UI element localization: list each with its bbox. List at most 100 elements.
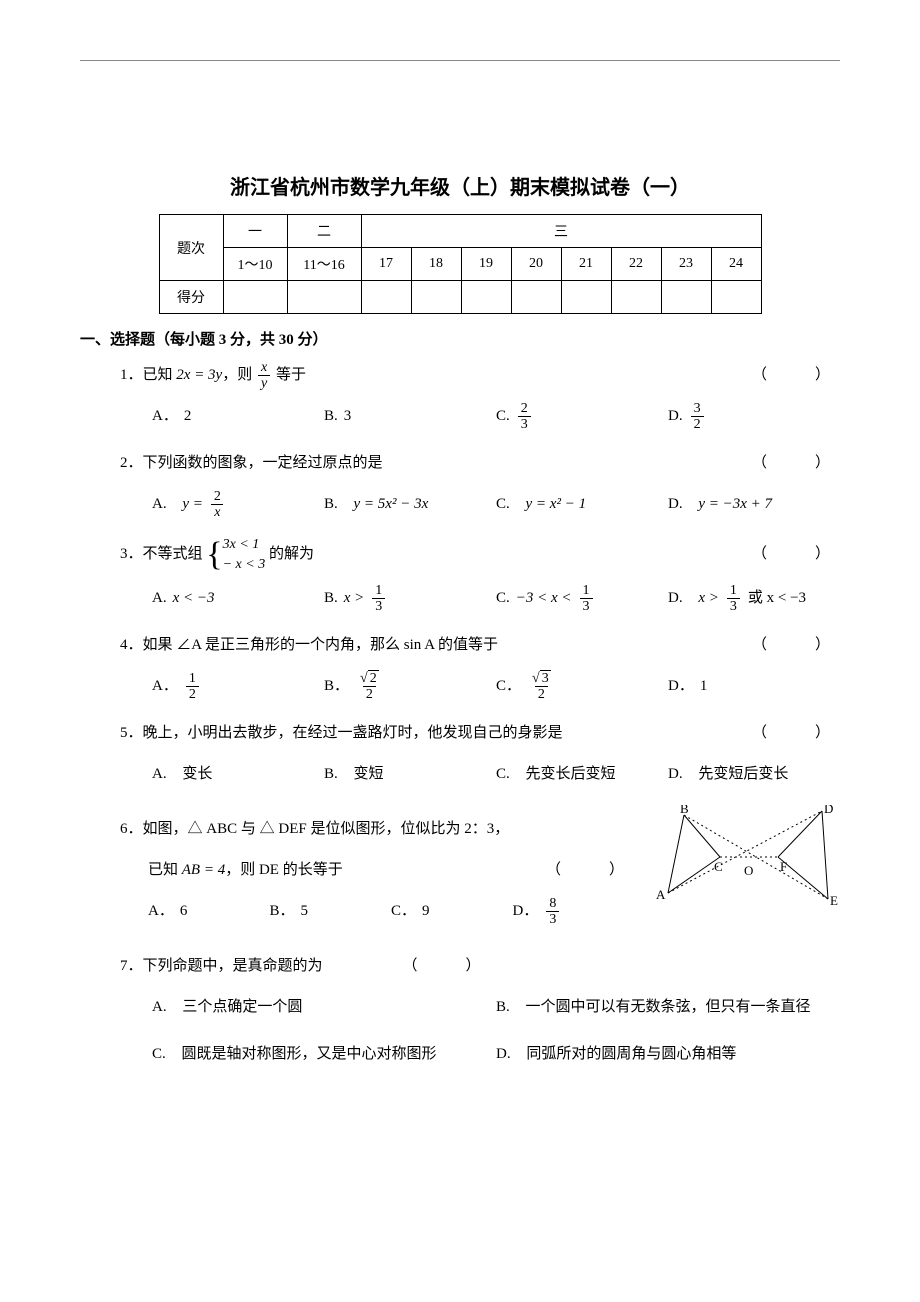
question-stem: 下列函数的图象，一定经过原点的是 (143, 447, 383, 480)
cell (361, 281, 411, 314)
question-number: 3． (120, 538, 143, 571)
exam-title: 浙江省杭州市数学九年级（上）期末模拟试卷（一） (80, 171, 840, 200)
question-stem: 已知 AB = 4，则 DE 的长等于 (148, 854, 343, 887)
cell: 22 (611, 248, 661, 281)
stem-math: 2x = 3y (176, 367, 222, 383)
question-number: 6． (120, 813, 143, 846)
cell (661, 281, 711, 314)
option-c: C.23 (496, 400, 668, 433)
svg-text:D: D (824, 805, 833, 816)
option-a: A. y =2x (152, 488, 324, 521)
svg-text:A: A (656, 887, 666, 902)
stem-text: 已知 (143, 367, 177, 383)
brace-system: { 3x < 1 − x < 3 (206, 535, 265, 574)
option-d: D.32 (668, 400, 840, 433)
answer-paren: （ ） (546, 854, 634, 887)
option-a: A. 三个点确定一个圆 (152, 991, 496, 1024)
similar-triangles-figure: ABCOFDE (650, 805, 840, 905)
question-3: 3． 不等式组 { 3x < 1 − x < 3 的解为 （ ） (120, 535, 840, 574)
cell: 18 (411, 248, 461, 281)
cell: 19 (461, 248, 511, 281)
question-6: 6． 如图，△ ABC 与 △ DEF 是位似图形，位似比为 2：3， 已知 A… (120, 805, 840, 942)
option-b: B. 变短 (324, 758, 496, 791)
cell: 20 (511, 248, 561, 281)
table-row: 1～10 11～16 17 18 19 20 21 22 23 24 (159, 248, 761, 281)
option-b: B.x >13 (324, 582, 496, 615)
cell: 三 (361, 215, 761, 248)
options-row: A.x < −3 B.x >13 C.−3 < x <13 D. x >13或 … (120, 582, 840, 615)
question-1: 1． 已知 2x = 3y，则 xy 等于 （ ） (120, 359, 840, 392)
cell (511, 281, 561, 314)
question-number: 4． (120, 629, 143, 662)
question-2: 2． 下列函数的图象，一定经过原点的是 （ ） (120, 447, 840, 480)
option-d: D. x >13或 x < −3 (668, 582, 840, 615)
cell (461, 281, 511, 314)
option-c: C. y = x² − 1 (496, 488, 668, 521)
question-number: 1． (120, 359, 143, 392)
option-a: A．2 (152, 400, 324, 433)
question-number: 2． (120, 447, 143, 480)
cell (223, 281, 287, 314)
question-4: 4． 如果 ∠A 是正三角形的一个内角，那么 sin A 的值等于 （ ） (120, 629, 840, 662)
options-row: A．6 B．5 C．9 D．83 (120, 895, 634, 928)
svg-text:F: F (780, 859, 787, 874)
section-heading: 一、选择题（每小题 3 分，共 30 分） (80, 328, 840, 349)
question-stem: 如图，△ ABC 与 △ DEF 是位似图形，位似比为 2：3， (143, 813, 510, 846)
option-c: C. 圆既是轴对称图形，又是中心对称图形 (152, 1038, 496, 1071)
frac-den: y (258, 375, 270, 391)
svg-text:O: O (744, 863, 753, 878)
cell-row-label: 得分 (159, 281, 223, 314)
question-stem: 如果 ∠A 是正三角形的一个内角，那么 sin A 的值等于 (143, 629, 498, 662)
options-row: A．12 B．√22 C．√32 D．1 (120, 670, 840, 703)
svg-text:B: B (680, 805, 689, 816)
cell: 21 (561, 248, 611, 281)
cell (287, 281, 361, 314)
answer-paren: （ ） (752, 538, 840, 571)
cell (711, 281, 761, 314)
stem-text: ，则 (222, 367, 256, 383)
options-row: A. y =2x B. y = 5x² − 3x C. y = x² − 1 D… (120, 488, 840, 521)
cell: 1～10 (223, 248, 287, 281)
option-d: D．1 (668, 670, 840, 703)
question-5: 5． 晚上，小明出去散步，在经过一盏路灯时，他发现自己的身影是 （ ） (120, 717, 840, 750)
option-c: C. 先变长后变短 (496, 758, 668, 791)
question-stem: 下列命题中，是真命题的为 (143, 950, 323, 983)
cell: 23 (661, 248, 711, 281)
header-rule (80, 60, 840, 61)
answer-paren: （ ） (752, 629, 840, 662)
question-stem: 晚上，小明出去散步，在经过一盏路灯时，他发现自己的身影是 (143, 717, 563, 750)
stem-text: 不等式组 (143, 546, 207, 562)
option-c: C.−3 < x <13 (496, 582, 668, 615)
option-b: B．5 (270, 895, 392, 928)
cell (411, 281, 461, 314)
stem-text: 等于 (272, 367, 306, 383)
score-table: 题次 一 二 三 1～10 11～16 17 18 19 20 21 22 23… (159, 214, 762, 314)
option-d: D. 同弧所对的圆周角与圆心角相等 (496, 1038, 840, 1071)
options-row: A. 变长 B. 变短 C. 先变长后变短 D. 先变短后变长 (120, 758, 840, 791)
option-d: D. y = −3x + 7 (668, 488, 840, 521)
option-b: B. 一个圆中可以有无数条弦，但只有一条直径 (496, 991, 840, 1024)
cell (611, 281, 661, 314)
stem-text: 的解为 (269, 546, 314, 562)
answer-paren: （ ） (752, 717, 840, 750)
cell: 二 (287, 215, 361, 248)
cell-row-label: 题次 (159, 215, 223, 281)
option-b: B.3 (324, 400, 496, 433)
option-c: C．√32 (496, 670, 668, 703)
option-a: A．6 (148, 895, 270, 928)
option-b: B．√22 (324, 670, 496, 703)
table-row: 题次 一 二 三 (159, 215, 761, 248)
option-a: A.x < −3 (152, 582, 324, 615)
question-number: 5． (120, 717, 143, 750)
option-a: A．12 (152, 670, 324, 703)
question-stem: 不等式组 { 3x < 1 − x < 3 的解为 (143, 535, 314, 574)
cell: 17 (361, 248, 411, 281)
options-row: C. 圆既是轴对称图形，又是中心对称图形 D. 同弧所对的圆周角与圆心角相等 (120, 1038, 840, 1071)
option-b: B. y = 5x² − 3x (324, 488, 496, 521)
cell: 一 (223, 215, 287, 248)
answer-paren: （ ） (752, 447, 840, 480)
options-row: A．2 B.3 C.23 D.32 (120, 400, 840, 433)
svg-text:C: C (714, 859, 723, 874)
option-c: C．9 (391, 895, 513, 928)
table-row: 得分 (159, 281, 761, 314)
